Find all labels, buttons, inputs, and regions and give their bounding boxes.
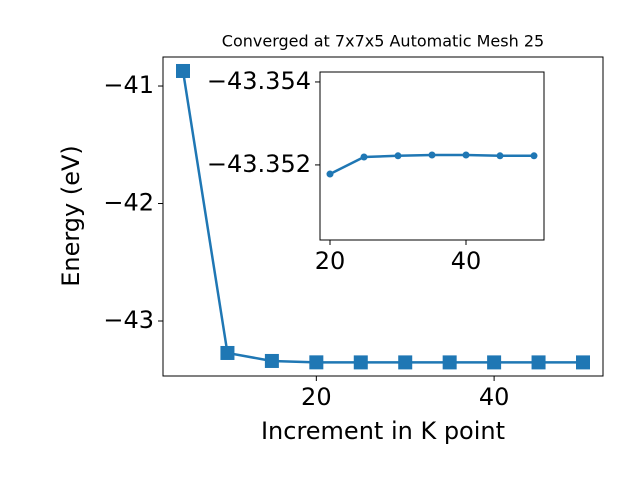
y-tick-label: −43.354 xyxy=(207,67,311,95)
y-tick-label: −43 xyxy=(103,306,154,334)
x-tick-label: 40 xyxy=(451,247,482,275)
x-tick-label: 20 xyxy=(315,247,346,275)
data-point xyxy=(394,152,402,160)
data-point xyxy=(264,353,279,368)
data-point xyxy=(530,152,538,160)
x-axis-label: Increment in K point xyxy=(261,417,505,445)
chart-title: Converged at 7x7x5 Automatic Mesh 25 xyxy=(222,32,544,51)
y-tick-label: −42 xyxy=(103,189,154,217)
x-tick-label: 20 xyxy=(301,383,332,411)
data-point xyxy=(353,355,368,370)
data-point xyxy=(360,153,368,161)
data-point xyxy=(442,355,457,370)
data-point xyxy=(220,345,235,360)
data-point xyxy=(496,152,504,160)
data-point xyxy=(398,355,413,370)
data-line xyxy=(181,70,583,364)
data-point xyxy=(487,355,502,370)
y-tick-label: −41 xyxy=(103,71,154,99)
data-point xyxy=(309,355,324,370)
data-point xyxy=(531,355,546,370)
data-point xyxy=(428,151,436,159)
y-tick-label: −43.352 xyxy=(207,150,311,178)
data-point xyxy=(462,151,470,159)
data-point xyxy=(576,355,590,370)
x-tick-label: 40 xyxy=(479,383,510,411)
y-axis-label: Energy (eV) xyxy=(57,145,85,287)
data-point xyxy=(176,63,190,78)
data-point xyxy=(326,170,334,178)
